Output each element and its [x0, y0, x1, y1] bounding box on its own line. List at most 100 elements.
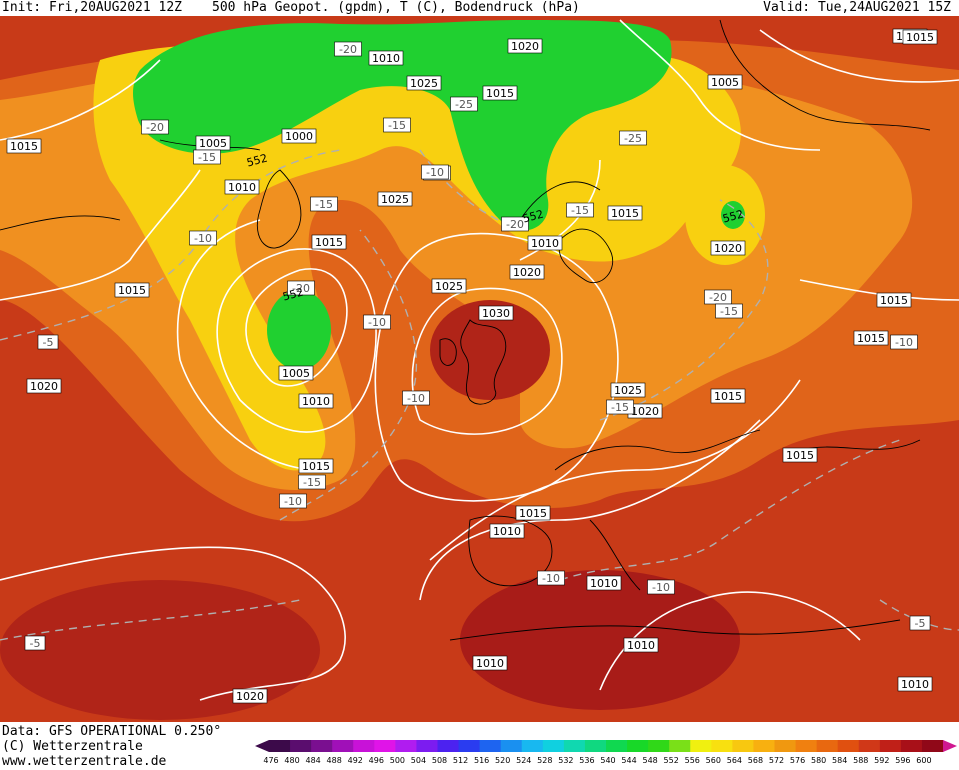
pressure-label: 1010	[472, 655, 508, 671]
temperature-label-box	[619, 130, 647, 146]
temperature-label-box	[287, 280, 315, 296]
scale-tick-label: 496	[369, 756, 384, 765]
scale-tick-label: 500	[390, 756, 405, 765]
pressure-label-box	[406, 75, 442, 91]
temperature-label-text: -15	[303, 476, 321, 489]
scale-cell	[900, 740, 923, 752]
scale-cell	[563, 740, 586, 752]
valid-time-label: Valid: Tue,24AUG2021 15Z	[763, 0, 951, 15]
pressure-label: 1010	[224, 179, 260, 195]
scale-tick-label: 572	[769, 756, 784, 765]
pressure-label-box	[710, 240, 746, 256]
pressure-label-box	[478, 305, 514, 321]
temperature-label: -15	[566, 202, 594, 218]
pressure-label-box	[527, 235, 563, 251]
pressure-label: 1005	[195, 135, 231, 151]
pressure-label: 1020	[26, 378, 62, 394]
data-source-label: Data: GFS OPERATIONAL 0.250°	[2, 724, 222, 739]
pressure-label-text: 1015	[519, 507, 547, 520]
temperature-label: -10	[279, 493, 307, 509]
scale-cell	[627, 740, 649, 752]
scale-tick-label: 516	[474, 756, 489, 765]
color-scale-bar: 476 480 484 488 492 496 500 504 508 512 516 520 524 5…	[255, 740, 957, 765]
pressure-label-text: 1015	[714, 390, 742, 403]
scale-cell	[921, 740, 944, 752]
geopotential-label-text: 552	[245, 151, 269, 169]
pressure-label-text: 1010	[901, 678, 929, 691]
temperature-label-text: -10	[895, 336, 913, 349]
pressure-label-text: 1025	[381, 193, 409, 206]
pressure-label-text: 1010	[627, 639, 655, 652]
pressure-label-text: 1010	[302, 395, 330, 408]
temperature-label-box	[566, 202, 594, 218]
pressure-label: 1030	[478, 305, 514, 321]
scale-cell	[332, 740, 354, 752]
website-link[interactable]: www.wetterzentrale.de	[2, 754, 167, 769]
pressure-label: 1015	[876, 292, 912, 308]
temperature-label: -15	[606, 399, 634, 415]
pressure-label-text: 1015	[611, 207, 639, 220]
geopotential-high-africa	[460, 570, 740, 710]
pressure-label-box	[902, 29, 938, 45]
pressure-label-box	[853, 330, 889, 346]
temperature-label-box	[450, 96, 478, 112]
pressure-label: 1020	[627, 403, 663, 419]
temperature-label-box	[402, 390, 430, 406]
temperature-label: -5	[24, 635, 46, 651]
scale-tick-label: 548	[642, 756, 657, 765]
temperature-label: -15	[715, 303, 743, 319]
temperature-label: -10	[537, 570, 565, 586]
pressure-label-text: 1000	[285, 130, 313, 143]
pressure-label: 1015	[298, 458, 334, 474]
geopotential-label: 552	[245, 151, 269, 169]
scale-tick-label: 592	[874, 756, 889, 765]
scale-cell	[458, 740, 481, 752]
pressure-label-text: 1010	[493, 525, 521, 538]
scale-cell	[816, 740, 839, 752]
scale-tick-label: 504	[411, 756, 426, 765]
pressure-label-box	[232, 688, 268, 704]
scale-tick-label: 584	[832, 756, 847, 765]
temperature-label: -5	[909, 615, 931, 631]
temperature-label: -5	[37, 334, 59, 350]
scale-cell	[416, 740, 438, 752]
temperature-label: -15	[310, 196, 338, 212]
pressure-label: 1010	[298, 393, 334, 409]
pressure-label-layer: 1015 1020 1015 1010 1005 1000 1010 1020 1015 1025…	[6, 28, 938, 704]
pressure-label-text: 1015	[857, 332, 885, 345]
scale-tick-label: 560	[706, 756, 721, 765]
scale-tick-label: 568	[748, 756, 763, 765]
pressure-label-text: 1015	[786, 449, 814, 462]
temperature-label: -25	[450, 96, 478, 112]
coastlines	[0, 19, 931, 641]
scale-cell	[837, 740, 860, 752]
temperature-label-text: -15	[571, 204, 589, 217]
pressure-label-text: 1005	[282, 367, 310, 380]
temperature-label-box	[501, 216, 529, 232]
pressure-label-box	[298, 393, 334, 409]
scale-cell	[542, 740, 565, 752]
pressure-label-text: 1030	[482, 307, 510, 320]
pressure-label-box	[224, 179, 260, 195]
scale-cell	[269, 740, 291, 752]
temperature-label-text: -10	[542, 572, 560, 585]
scale-tick-label: 564	[727, 756, 742, 765]
pressure-label: 1010	[489, 523, 525, 539]
pressure-label: 1025	[377, 191, 413, 207]
pressure-label-box	[298, 458, 334, 474]
pressure-label-box	[782, 447, 818, 463]
temperature-label-text: -20	[339, 43, 357, 56]
pressure-label-box	[509, 264, 545, 280]
temperature-label-box	[193, 149, 221, 165]
pressure-label: 1020	[710, 240, 746, 256]
temperature-label: -10	[402, 390, 430, 406]
scale-tick-label: 540	[600, 756, 615, 765]
temperature-label-text: -10	[368, 316, 386, 329]
temperature-label: -10	[421, 164, 449, 180]
pressure-label: 1010	[897, 676, 933, 692]
temperature-label-box	[537, 570, 565, 586]
pressure-label: 1015	[853, 330, 889, 346]
scale-cell	[479, 740, 502, 752]
geopotential-band-yellow	[93, 45, 741, 471]
temperature-label: -25	[619, 130, 647, 146]
